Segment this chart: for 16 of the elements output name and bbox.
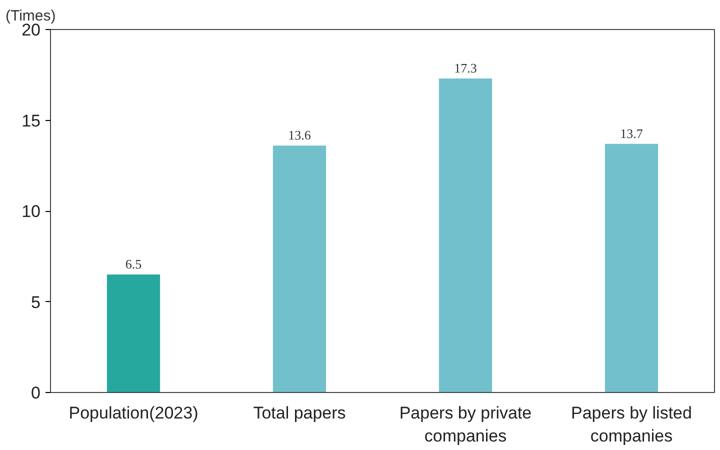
x-tick-label: Papers by listed companies	[571, 404, 692, 446]
bar	[438, 78, 492, 392]
y-tick-label: 0	[31, 384, 41, 402]
data-label: 17.3	[454, 60, 477, 76]
y-tick-label: 5	[31, 292, 41, 312]
y-tick-label: 15	[22, 111, 41, 130]
x-tick-label: Total papers	[253, 404, 346, 422]
y-tick-label: 10	[22, 202, 41, 221]
x-tick-label: Population(2023)	[68, 404, 198, 422]
data-label: 6.5	[125, 256, 142, 272]
bar	[604, 144, 658, 392]
data-label: 13.7	[620, 126, 644, 141]
x-tick-label: Papers by private companies	[399, 404, 532, 446]
bar	[272, 146, 326, 392]
data-label: 13.6	[288, 128, 312, 143]
bar	[106, 274, 160, 392]
